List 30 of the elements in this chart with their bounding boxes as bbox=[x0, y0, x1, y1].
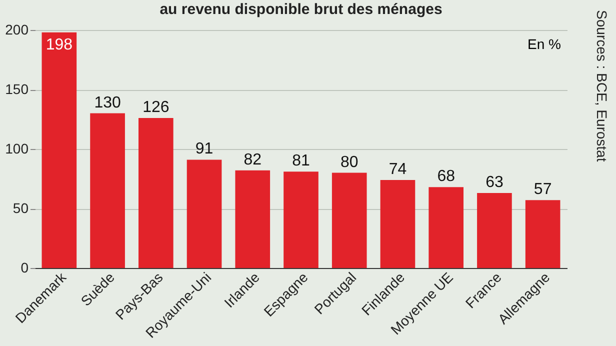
bar bbox=[138, 118, 174, 268]
bar bbox=[428, 187, 464, 268]
bar bbox=[235, 170, 270, 268]
chart-title: au revenu disponible brut des ménages bbox=[160, 1, 442, 18]
bar bbox=[186, 160, 222, 268]
bar bbox=[90, 113, 125, 268]
data-label: 198 bbox=[46, 36, 73, 54]
data-label: 81 bbox=[292, 152, 310, 170]
data-label: 68 bbox=[437, 168, 456, 186]
data-label: 126 bbox=[142, 99, 170, 116]
data-label: 57 bbox=[534, 181, 552, 198]
data-label: 63 bbox=[486, 174, 504, 192]
bar bbox=[380, 180, 416, 268]
y-tick-label: 50 bbox=[12, 200, 29, 216]
bar bbox=[525, 200, 560, 268]
bar bbox=[332, 172, 367, 268]
y-tick-label: 150 bbox=[5, 81, 29, 97]
y-tick-label: 0 bbox=[20, 260, 29, 276]
bar bbox=[477, 193, 512, 268]
y-tick-label: 200 bbox=[5, 22, 29, 38]
data-label: 91 bbox=[195, 140, 214, 158]
data-label: 130 bbox=[94, 94, 121, 112]
y-tick-label: 100 bbox=[5, 140, 29, 156]
data-label: 74 bbox=[388, 160, 407, 178]
annotation: En % bbox=[528, 36, 561, 52]
bar bbox=[42, 32, 77, 268]
source-note: Sources : BCE, Eurostat bbox=[593, 10, 610, 164]
data-label: 80 bbox=[340, 154, 358, 171]
bar bbox=[284, 172, 318, 268]
data-label: 82 bbox=[244, 151, 262, 168]
